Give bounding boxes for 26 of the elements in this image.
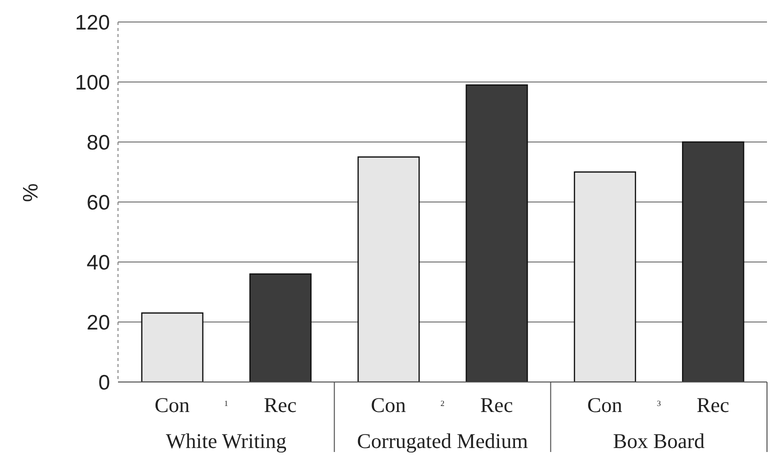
bar (141, 312, 204, 382)
x-tick-label: Con (587, 393, 623, 417)
bar (466, 84, 528, 382)
y-tick-label: 0 (98, 371, 110, 394)
bar (358, 156, 420, 382)
text: 1 (224, 399, 228, 408)
text: Corrugated Medium (357, 429, 528, 453)
bar (574, 171, 636, 382)
y-axis-title: % (19, 183, 42, 202)
y-tick-label: 40 (86, 251, 110, 274)
y-tick-label: 80 (86, 131, 110, 154)
x-tick-label: Rec (264, 393, 297, 417)
bar (682, 141, 744, 382)
text: White Writing (166, 429, 287, 453)
x-tick-label: Rec (696, 393, 730, 417)
y-tick-label: 120 (74, 11, 110, 34)
y-tick-label: 20 (86, 311, 110, 334)
x-tick-label: Rec (480, 393, 513, 417)
x-tick-label: Con (154, 393, 190, 417)
text: 3 (656, 399, 661, 408)
y-tick-label: 60 (86, 191, 110, 214)
bar (249, 273, 312, 382)
y-tick-label: 100 (74, 71, 110, 94)
text: Box Board (613, 429, 706, 453)
x-tick-label: Con (370, 393, 406, 417)
text: 2 (440, 399, 444, 408)
